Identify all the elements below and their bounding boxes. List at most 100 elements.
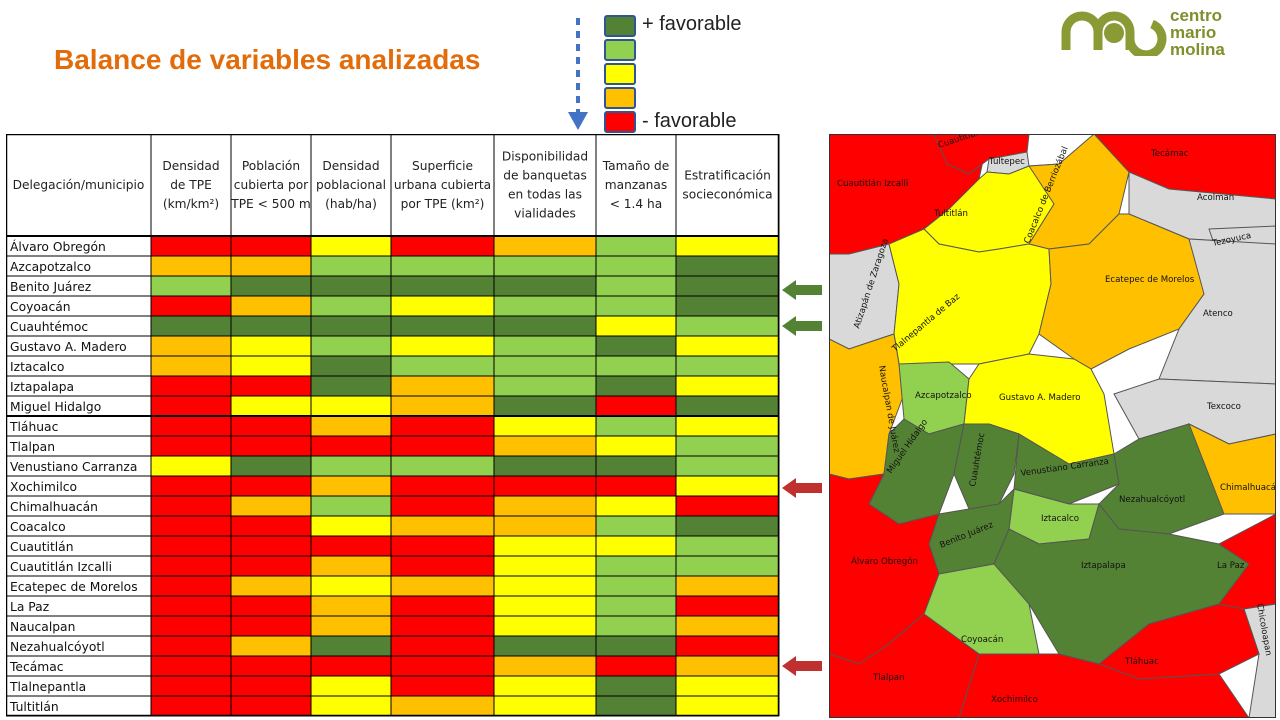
centro-mario-molina-logo bbox=[1061, 11, 1167, 56]
table-cell bbox=[311, 516, 391, 536]
table-cell bbox=[494, 516, 596, 536]
table-cell bbox=[311, 696, 391, 716]
table-cell bbox=[676, 356, 779, 376]
table-cell bbox=[596, 556, 676, 576]
table-cell bbox=[676, 476, 779, 496]
table-cell bbox=[151, 376, 231, 396]
map-region-label: Acolman bbox=[1197, 193, 1234, 203]
map-region-label: Tultepec bbox=[988, 157, 1025, 167]
legend-swatch bbox=[604, 15, 636, 37]
table-cell bbox=[151, 596, 231, 616]
table-cell bbox=[151, 276, 231, 296]
table-cell bbox=[596, 576, 676, 596]
table-cell bbox=[231, 236, 311, 256]
table-cell bbox=[231, 556, 311, 576]
row-label: Tecámac bbox=[9, 660, 64, 674]
table-cell bbox=[676, 336, 779, 356]
table-cell bbox=[494, 576, 596, 596]
table-cell bbox=[151, 436, 231, 456]
table-cell bbox=[231, 476, 311, 496]
column-header: Densidad poblacional (hab/ha) bbox=[316, 159, 386, 211]
table-cell bbox=[596, 496, 676, 516]
legend-top-label: + favorable bbox=[642, 13, 742, 35]
table-cell bbox=[231, 436, 311, 456]
table-cell bbox=[596, 236, 676, 256]
table-cell bbox=[596, 376, 676, 396]
table-cell bbox=[391, 696, 494, 716]
row-label: Iztapalapa bbox=[10, 380, 74, 394]
highlight-arrow bbox=[782, 280, 822, 300]
table-cell bbox=[391, 596, 494, 616]
column-header: Delegación/municipio bbox=[13, 178, 145, 192]
map-region-label: Xochimilco bbox=[991, 695, 1038, 705]
table-cell bbox=[151, 416, 231, 436]
table-cell bbox=[596, 316, 676, 336]
table-cell bbox=[151, 576, 231, 596]
table-cell bbox=[494, 376, 596, 396]
table-cell bbox=[151, 636, 231, 656]
map-region-label: Azcapotzalco bbox=[915, 391, 972, 401]
table-cell bbox=[391, 456, 494, 476]
table-cell bbox=[231, 636, 311, 656]
table-cell bbox=[231, 396, 311, 416]
table-cell bbox=[596, 276, 676, 296]
table-cell bbox=[391, 476, 494, 496]
row-label: Azcapotzalco bbox=[10, 260, 91, 274]
page-title: Balance de variables analizadas bbox=[54, 44, 481, 75]
table-cell bbox=[311, 296, 391, 316]
row-label: Gustavo A. Madero bbox=[10, 340, 127, 354]
map-region bbox=[1098, 423, 1230, 535]
table-cell bbox=[151, 616, 231, 636]
table-cell bbox=[494, 256, 596, 276]
table-cell bbox=[391, 576, 494, 596]
table-cell bbox=[151, 556, 231, 576]
table-cell bbox=[596, 356, 676, 376]
table-cell bbox=[311, 556, 391, 576]
table-cell bbox=[494, 276, 596, 296]
table-cell bbox=[391, 556, 494, 576]
logo-line-3: molina bbox=[1170, 40, 1225, 59]
table-cell bbox=[494, 696, 596, 716]
table-cell bbox=[151, 656, 231, 676]
map-region-label: Cuautitlán Izcalli bbox=[837, 179, 908, 189]
row-label: Miguel Hidalgo bbox=[10, 400, 101, 414]
row-label: Tultitlán bbox=[9, 700, 59, 714]
table-cell bbox=[676, 656, 779, 676]
row-label: Ecatepec de Morelos bbox=[10, 580, 138, 594]
table-cell bbox=[391, 436, 494, 456]
table-cell bbox=[596, 636, 676, 656]
table-cell bbox=[676, 556, 779, 576]
table-cell bbox=[596, 656, 676, 676]
map-region-label: Ecatepec de Morelos bbox=[1105, 275, 1195, 285]
table-cell bbox=[676, 696, 779, 716]
table-cell bbox=[311, 356, 391, 376]
legend-bottom-label: - favorable bbox=[642, 110, 737, 132]
table-cell bbox=[311, 396, 391, 416]
table-cell bbox=[151, 356, 231, 376]
row-label: Cuautitlán bbox=[10, 540, 74, 554]
table-cell bbox=[494, 316, 596, 336]
table-cell bbox=[391, 256, 494, 276]
table-cell bbox=[311, 436, 391, 456]
table-cell bbox=[311, 616, 391, 636]
table-cell bbox=[676, 496, 779, 516]
map-region-label: Iztacalco bbox=[1041, 514, 1079, 524]
table-cell bbox=[231, 576, 311, 596]
map-region-label: Chimalhuacán bbox=[1220, 483, 1276, 493]
table-cell bbox=[311, 656, 391, 676]
table-cell bbox=[151, 456, 231, 476]
map-region-label: Iztapalapa bbox=[1081, 561, 1126, 571]
color-legend bbox=[568, 15, 636, 133]
row-label: Tlalpan bbox=[9, 440, 55, 454]
row-label: Coacalco bbox=[10, 520, 66, 534]
map-region bbox=[958, 653, 1250, 718]
table-cell bbox=[391, 536, 494, 556]
row-label: Venustiano Carranza bbox=[10, 460, 137, 474]
table-cell bbox=[391, 396, 494, 416]
logo-text: centro mario molina bbox=[1170, 7, 1225, 58]
table-cell bbox=[151, 256, 231, 276]
row-label: Tlalnepantla bbox=[9, 680, 86, 694]
highlight-arrow bbox=[782, 656, 822, 676]
column-header: Población cubierta por TPE < 500 m bbox=[230, 159, 310, 211]
table-cell bbox=[391, 676, 494, 696]
